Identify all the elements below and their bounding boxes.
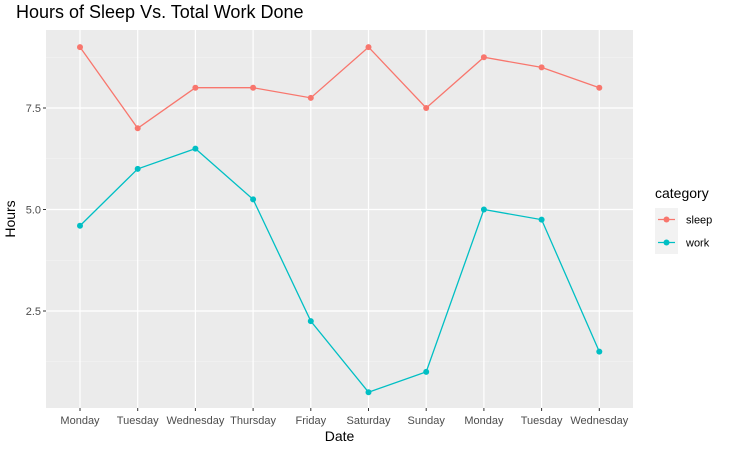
data-point-work (538, 216, 545, 223)
y-tick-label: 5.0 (26, 205, 41, 217)
data-point-work (77, 222, 83, 229)
series-layer (77, 44, 603, 396)
legend-key-point-sleep (663, 216, 670, 223)
data-point-sleep (307, 94, 314, 101)
x-axis: Monday Tuesday Wednesday Thursday Friday Satu… (60, 408, 629, 427)
x-tick-label: Saturday (346, 415, 391, 427)
data-point-sleep (192, 84, 199, 91)
data-point-work (480, 206, 487, 213)
legend-label-work: work (685, 238, 710, 250)
data-point-work (134, 165, 141, 172)
data-point-sleep (596, 84, 603, 91)
legend: category sleep work (655, 185, 712, 254)
data-point-work (307, 318, 314, 325)
series-line-work (79, 147, 600, 393)
legend-label-sleep: sleep (686, 215, 712, 227)
y-axis: 2.5 5.0 7.5 (26, 103, 46, 318)
data-point-sleep (538, 64, 545, 71)
data-point-sleep (423, 105, 430, 111)
data-point-sleep (77, 44, 83, 51)
data-point-work (596, 348, 603, 355)
x-axis-title: Date (325, 428, 355, 444)
data-point-work (250, 196, 257, 203)
x-tick-label: Wednesday (570, 415, 628, 427)
data-point-work (423, 368, 430, 375)
data-point-sleep (480, 54, 487, 61)
data-point-work (192, 145, 199, 152)
y-tick-label: 2.5 (26, 306, 41, 318)
minor-gridlines (46, 56, 633, 363)
data-point-work (365, 389, 372, 396)
x-tick-label: Monday (464, 415, 504, 427)
x-tick-label: Thursday (230, 415, 276, 427)
series-line-sleep (79, 46, 600, 130)
x-tick-label: Sunday (408, 415, 446, 427)
data-point-sleep (365, 44, 372, 51)
legend-title: category (655, 185, 709, 201)
major-gridlines (46, 30, 633, 408)
plot-panel (46, 30, 633, 408)
x-tick-label: Friday (296, 415, 327, 427)
data-point-sleep (250, 84, 257, 91)
legend-key-point-work (663, 239, 670, 246)
y-tick-label: 7.5 (26, 103, 41, 115)
chart-title: Hours of Sleep Vs. Total Work Done (16, 2, 303, 22)
x-tick-label: Tuesday (117, 415, 159, 427)
x-tick-label: Tuesday (521, 415, 563, 427)
y-axis-title: Hours (2, 200, 18, 237)
x-tick-label: Wednesday (166, 415, 224, 427)
data-point-sleep (134, 125, 141, 132)
x-tick-label: Monday (60, 415, 100, 427)
legend-items: sleep work (655, 208, 712, 254)
